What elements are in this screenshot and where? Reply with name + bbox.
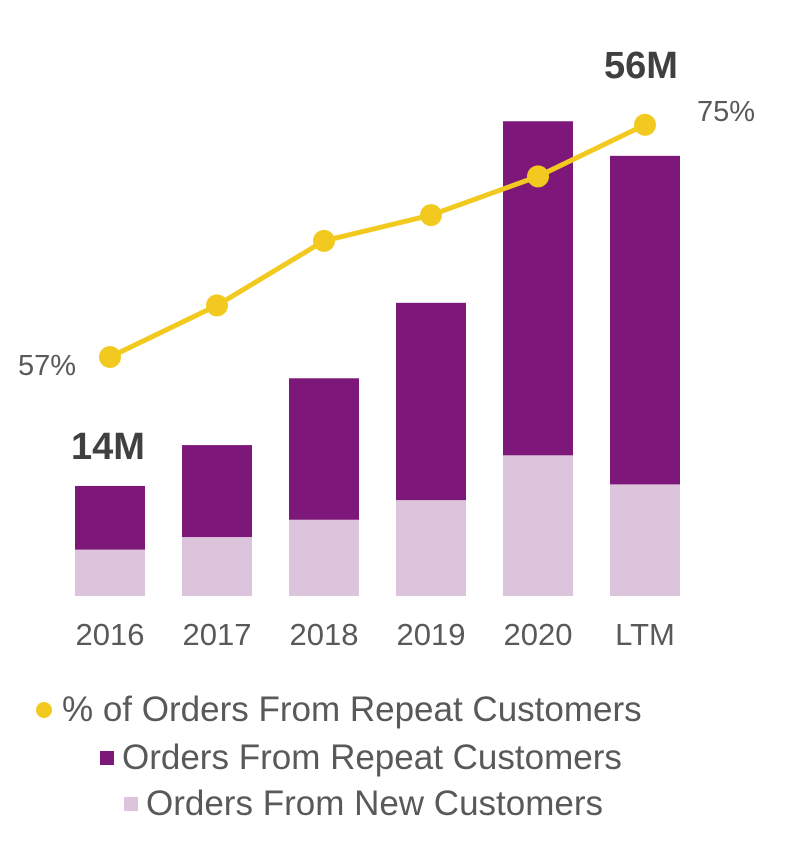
total-label-last: 56M (604, 45, 678, 87)
bar-repeat-customers (182, 445, 252, 538)
line-point (99, 346, 121, 368)
line-point (634, 113, 656, 136)
bar-new-customers (503, 455, 573, 596)
bar-new-customers (396, 500, 466, 596)
x-tick-label: 2019 (397, 617, 466, 652)
pct-label-first: 57% (18, 350, 76, 382)
x-tick-label: LTM (615, 617, 675, 652)
legend-item-new: Orders From New Customers (124, 784, 603, 824)
pct-label-last: 75% (697, 96, 755, 128)
line-point (527, 165, 549, 188)
line-point (206, 294, 228, 317)
bar-new-customers (289, 519, 359, 596)
legend-label: Orders From New Customers (146, 784, 604, 823)
total-label-first: 14M (71, 426, 145, 468)
legend-label: Orders From Repeat Customers (122, 738, 622, 777)
legend-item-pct-repeat: % of Orders From Repeat Customers (36, 690, 642, 730)
bar-repeat-customers (289, 378, 359, 520)
x-tick-label: 2020 (504, 617, 573, 652)
x-tick-label: 2016 (76, 617, 145, 652)
legend-dot-icon (36, 702, 52, 718)
bar-new-customers (610, 484, 680, 596)
line-point (313, 229, 335, 252)
bar-new-customers (182, 537, 252, 596)
legend-square-icon (124, 797, 138, 811)
x-tick-label: 2018 (290, 617, 359, 652)
legend-square-icon (100, 751, 114, 765)
bar-repeat-customers (75, 485, 145, 550)
line-pct-repeat (108, 122, 647, 360)
bar-repeat-customers (396, 302, 466, 501)
bar-repeat-customers (610, 155, 680, 485)
legend-label: % of Orders From Repeat Customers (62, 690, 642, 729)
x-tick-label: 2017 (183, 617, 252, 652)
bar-new-customers (75, 549, 145, 596)
legend-item-repeat: Orders From Repeat Customers (100, 738, 622, 778)
line-point (420, 204, 442, 227)
